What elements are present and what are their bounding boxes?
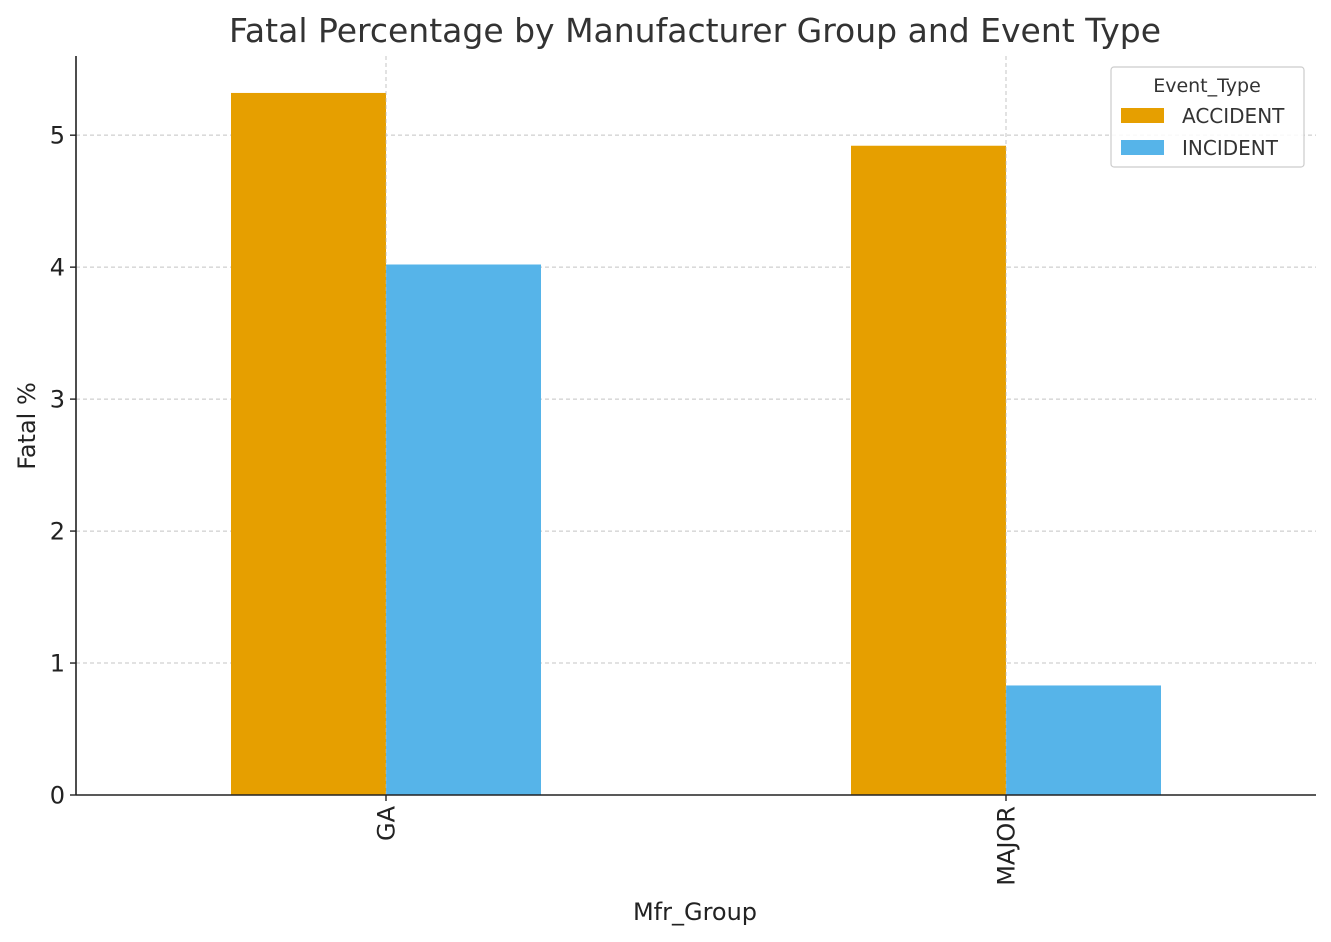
bar-accident-major bbox=[851, 145, 1006, 795]
legend-swatch-accident bbox=[1121, 108, 1164, 123]
bar-incident-major bbox=[1006, 685, 1161, 795]
legend: Event_Type ACCIDENT INCIDENT bbox=[1110, 66, 1305, 168]
legend-label-incident: INCIDENT bbox=[1182, 136, 1279, 160]
x-axis-label: Mfr_Group bbox=[633, 898, 757, 926]
axes bbox=[75, 56, 1316, 796]
y-tick-labels: 0 1 2 3 4 5 bbox=[50, 122, 76, 810]
y-tick-label: 2 bbox=[50, 518, 65, 546]
y-tick-label: 0 bbox=[50, 782, 65, 810]
y-tick-label: 1 bbox=[50, 650, 65, 678]
chart-title: Fatal Percentage by Manufacturer Group a… bbox=[229, 11, 1161, 50]
legend-entries: ACCIDENT INCIDENT bbox=[1121, 104, 1285, 160]
y-tick-label: 3 bbox=[50, 386, 65, 414]
x-tick-labels: GA MAJOR bbox=[373, 795, 1021, 886]
x-tick-label: MAJOR bbox=[993, 806, 1021, 886]
legend-title: Event_Type bbox=[1153, 75, 1261, 97]
x-tick-label: GA bbox=[373, 805, 401, 841]
legend-label-accident: ACCIDENT bbox=[1182, 104, 1285, 128]
y-tick-label: 4 bbox=[50, 254, 65, 282]
y-axis-label: Fatal % bbox=[13, 382, 41, 470]
y-tick-label: 5 bbox=[50, 122, 65, 150]
bar-accident-ga bbox=[231, 92, 386, 795]
legend-swatch-incident bbox=[1121, 140, 1164, 155]
bar-incident-ga bbox=[386, 264, 541, 796]
bars bbox=[231, 56, 1161, 796]
